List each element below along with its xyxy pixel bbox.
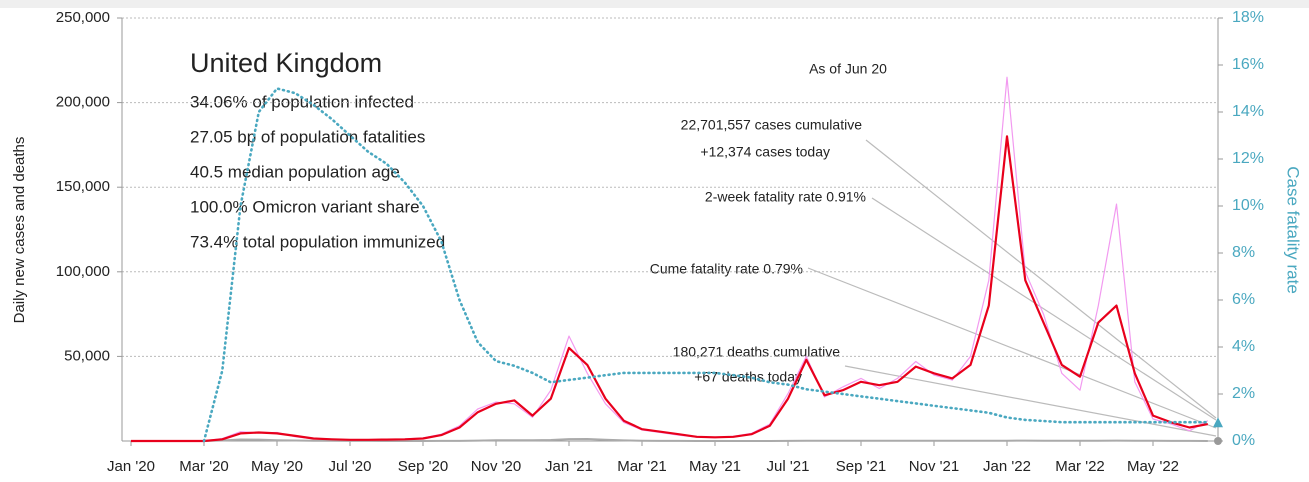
y2-tick-label: 10% <box>1232 197 1264 214</box>
x-tick-label: Jan '20 <box>107 458 155 475</box>
annotation: 180,271 deaths cumulative <box>673 344 841 360</box>
end-marker <box>1213 417 1223 428</box>
y2-axis-label: Case fatality rate <box>1284 166 1303 294</box>
end-marker <box>1214 437 1222 445</box>
x-tick-label: May '21 <box>689 458 741 475</box>
x-tick-label: May '20 <box>251 458 303 475</box>
y2-tick-label: 16% <box>1232 56 1264 73</box>
stat: 40.5 median population age <box>190 162 400 181</box>
x-tick-label: Nov '20 <box>471 458 521 475</box>
x-tick-label: Mar '20 <box>179 458 229 475</box>
top-band <box>0 0 1309 8</box>
x-tick-label: Jan '21 <box>545 458 593 475</box>
leader-lines <box>807 139 1217 437</box>
y-tick-label: 200,000 <box>56 94 110 111</box>
series-line <box>131 135 1209 443</box>
leader-line <box>871 197 1217 421</box>
y-tick-label: 50,000 <box>64 347 110 364</box>
x-tick-label: Jul '21 <box>767 458 810 475</box>
series-line <box>131 438 1208 442</box>
annotation: +12,374 cases today <box>700 144 830 160</box>
stat: 34.06% of population infected <box>190 92 414 111</box>
annotation: Cume fatality rate 0.79% <box>650 261 803 277</box>
series-line <box>202 87 1210 443</box>
stat: 100.0% Omicron variant share <box>190 197 420 216</box>
x-tick-label: May '22 <box>1127 458 1179 475</box>
x-tick-label: Jan '22 <box>983 458 1031 475</box>
y2-tick-label: 4% <box>1232 338 1255 355</box>
x-tick-label: Sep '20 <box>398 458 448 475</box>
y2-tick-label: 8% <box>1232 244 1255 261</box>
x-tick-label: Sep '21 <box>836 458 886 475</box>
x-tick-label: Mar '21 <box>617 458 667 475</box>
y2-tick-label: 0% <box>1232 432 1255 449</box>
chart-title: United Kingdom <box>190 48 382 78</box>
y-tick-label: 250,000 <box>56 9 110 26</box>
x-tick-label: Jul '20 <box>329 458 372 475</box>
annotation: 2-week fatality rate 0.91% <box>705 189 866 205</box>
y-tick-label: 150,000 <box>56 178 110 195</box>
stat: 73.4% total population immunized <box>190 232 445 251</box>
leader-line <box>807 267 1217 429</box>
leader-line <box>865 139 1217 419</box>
y2-tick-label: 12% <box>1232 150 1264 167</box>
y2-tick-label: 6% <box>1232 291 1255 308</box>
y2-tick-label: 18% <box>1232 9 1264 26</box>
as-of: As of Jun 20 <box>809 61 887 77</box>
y2-tick-label: 14% <box>1232 103 1264 120</box>
leader-line <box>844 365 1217 437</box>
x-tick-label: Nov '21 <box>909 458 959 475</box>
y-axis-label: Daily new cases and deaths <box>11 137 28 324</box>
y2-tick-label: 2% <box>1232 385 1255 402</box>
y-tick-label: 100,000 <box>56 263 110 280</box>
stat: 27.05 bp of population fatalities <box>190 127 425 146</box>
annotation: 22,701,557 cases cumulative <box>681 117 863 133</box>
x-tick-label: Mar '22 <box>1055 458 1105 475</box>
